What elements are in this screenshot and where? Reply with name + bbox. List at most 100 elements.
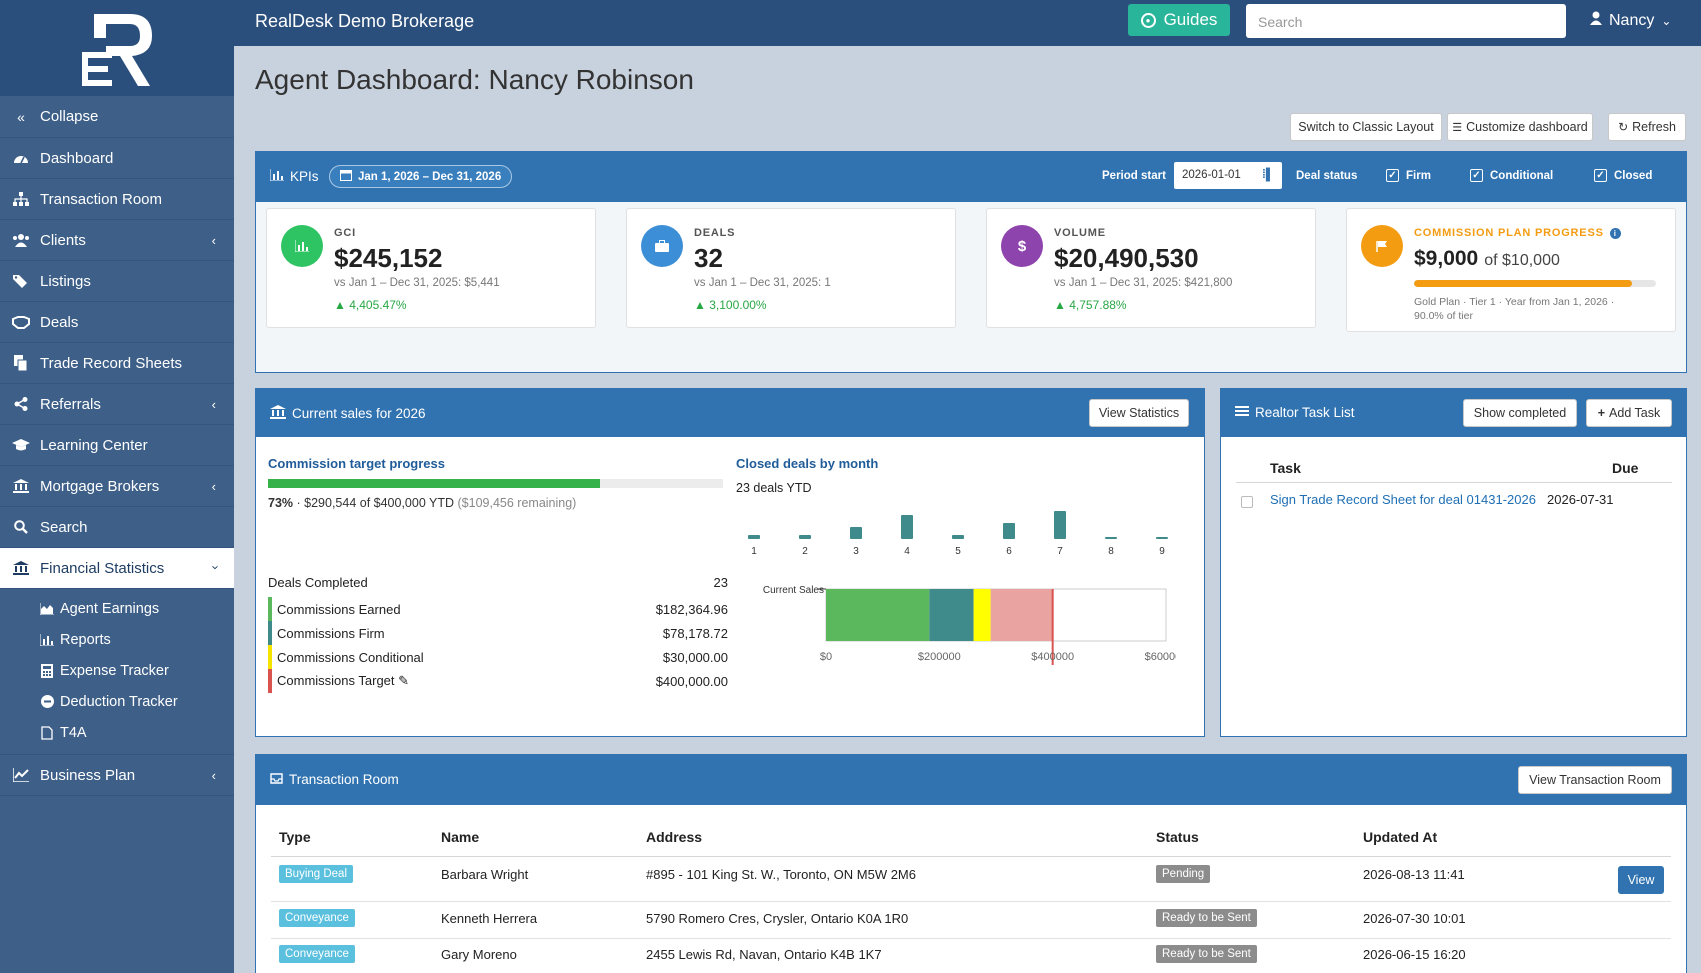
month-bar [799,535,811,539]
table-row: Conveyance Gary Moreno 2455 Lewis Rd, Na… [256,939,1686,973]
sales-segment [929,589,974,641]
users-icon [12,232,30,248]
sidebar-subitem-expense-tracker[interactable]: Expense Tracker [0,655,234,686]
x-tick-label: $600000 [1145,651,1176,663]
sidebar-item-deals[interactable]: Deals [0,302,234,343]
search-input[interactable]: Search [1246,4,1566,38]
sidebar-item-mortgage-brokers[interactable]: Mortgage Brokers ‹ [0,466,234,507]
month-tick-label: 9 [1159,546,1165,557]
user-icon [1590,11,1602,30]
check-icon: ✓ [1470,169,1483,182]
stat-commissions-target: Commissions Target ✎ $400,000.00 [268,669,728,693]
month-tick-label: 8 [1108,546,1114,557]
status-conditional-checkbox[interactable]: ✓ Conditional [1470,169,1553,182]
transaction-room-panel: Transaction Room View Transaction Room T… [255,754,1687,973]
month-bar [952,535,964,539]
chevron-down-icon: ‹ [206,565,222,570]
stat-commissions-firm: Commissions Firm $78,178.72 [268,621,728,645]
info-icon[interactable]: i [1609,227,1621,239]
sidebar-item-trade-record-sheets[interactable]: Trade Record Sheets [0,343,234,384]
view-statistics-button[interactable]: View Statistics [1089,399,1189,427]
chevron-left-icon: ‹ [211,397,216,412]
axis-label: Current Sales [763,585,824,596]
tags-icon [12,273,30,289]
date-range-pill[interactable]: Jan 1, 2026 – Dec 31, 2026 [329,165,513,188]
closed-deals-monthly-chart: 1 2 3 4 5 6 7 8 9 [748,511,1168,557]
month-bar [1156,537,1168,539]
kpi-card-commission-plan: COMMISSION PLAN PROGRESS i $9,000 of $10… [1346,208,1676,332]
bar-chart-icon [40,633,54,647]
month-tick-label: 2 [802,546,808,557]
sliders-icon: ☰ [1452,121,1463,134]
month-bar [901,515,913,539]
kpi-panel-header: KPIs Jan 1, 2026 – Dec 31, 2026 Period s… [256,152,1686,202]
month-bar [1054,511,1066,539]
month-tick-label: 4 [904,546,910,557]
sidebar-subitem-agent-earnings[interactable]: Agent Earnings [0,593,234,624]
sidebar-item-search[interactable]: Search [0,507,234,548]
sales-segment [990,589,1053,641]
sidebar-item-learning-center[interactable]: Learning Center [0,425,234,466]
show-completed-button[interactable]: Show completed [1463,399,1577,427]
switch-layout-button[interactable]: Switch to Classic Layout [1290,113,1442,141]
stat-deals-completed: Deals Completed 23 [268,575,728,590]
type-badge: Conveyance [279,909,355,927]
month-tick-label: 7 [1057,546,1063,557]
list-icon [1235,405,1249,420]
sidebar-subitem-t4a[interactable]: T4A [0,717,234,748]
task-col-due: Due [1612,460,1639,476]
sidebar-subitem-deduction-tracker[interactable]: Deduction Tracker [0,686,234,717]
guides-button[interactable]: ● Guides [1128,4,1230,36]
deal-status-label: Deal status [1296,170,1358,182]
sidebar-item-business-plan[interactable]: Business Plan ‹ [0,755,234,796]
status-badge: Pending [1156,865,1211,883]
closed-deals-ytd: 23 deals YTD [736,481,812,495]
sidebar: « Collapse Dashboard Transaction Room Cl… [0,0,234,973]
refresh-button[interactable]: ↻ Refresh [1608,113,1686,141]
dollar-icon: $ [1001,225,1043,267]
commission-plan-progress-bar [1414,280,1656,287]
sidebar-item-clients[interactable]: Clients ‹ [0,220,234,261]
commission-target-text: 73% · $290,544 of $400,000 YTD ($109,456… [268,496,577,510]
bank-icon [270,405,286,422]
period-start-label: Period start [1102,170,1166,182]
sidebar-item-transaction-room[interactable]: Transaction Room [0,179,234,220]
share-icon [12,396,30,412]
sidebar-item-financial-statistics[interactable]: Financial Statistics ‹ [0,548,234,589]
file-icon [40,725,54,740]
sidebar-collapse[interactable]: « Collapse [0,96,234,138]
type-badge: Conveyance [279,945,355,963]
brand-logo[interactable] [0,0,234,96]
chevron-down-icon: ⌄ [1661,13,1672,28]
task-link[interactable]: Sign Trade Record Sheet for deal 01431-2… [1270,492,1536,507]
customize-dashboard-button[interactable]: ☰ Customize dashboard [1447,113,1593,141]
commission-target-title: Commission target progress [268,456,445,471]
sidebar-item-dashboard[interactable]: Dashboard [0,138,234,179]
top-navbar: RealDesk Demo Brokerage ● Guides Search … [234,0,1701,46]
realtor-task-list-panel: Realtor Task List Show completed + Add Ta… [1220,388,1687,737]
table-row: Conveyance Kenneth Herrera 5790 Romero C… [256,902,1686,938]
month-bar [1003,523,1015,539]
sidebar-subitem-reports[interactable]: Reports [0,624,234,655]
task-checkbox[interactable] [1241,496,1253,508]
user-menu[interactable]: Nancy ⌄ [1590,11,1671,30]
dashboard-icon [12,150,30,166]
view-transaction-room-button[interactable]: View Transaction Room [1518,766,1672,794]
sidebar-item-listings[interactable]: Listings [0,261,234,302]
status-firm-checkbox[interactable]: ✓ Firm [1386,169,1431,182]
month-bar [748,535,760,539]
current-sales-stacked-chart: Current Sales $0 $200000 $400000 $600000 [763,585,1176,665]
calendar-picker-icon[interactable]: ⁞▌ [1262,169,1274,181]
add-task-button[interactable]: + Add Task [1586,399,1672,427]
view-row-button[interactable]: View [1618,866,1664,894]
flag-icon [1361,225,1403,267]
kpi-card-deals: DEALS 32 vs Jan 1 – Dec 31, 2025: 1 ▲ 3,… [626,208,956,328]
kpi-card-gci: GCI $245,152 vs Jan 1 – Dec 31, 2025: $5… [266,208,596,328]
plus-icon: + [1597,406,1606,420]
period-start-input[interactable]: 2026-01-01 ⁞▌ [1174,162,1282,189]
pencil-edit-icon[interactable]: ✎ [398,673,410,688]
transaction-room-title: Transaction Room [289,772,399,787]
status-closed-checkbox[interactable]: ✓ Closed [1594,169,1652,182]
sidebar-item-referrals[interactable]: Referrals ‹ [0,384,234,425]
brokerage-name[interactable]: RealDesk Demo Brokerage [255,11,475,31]
